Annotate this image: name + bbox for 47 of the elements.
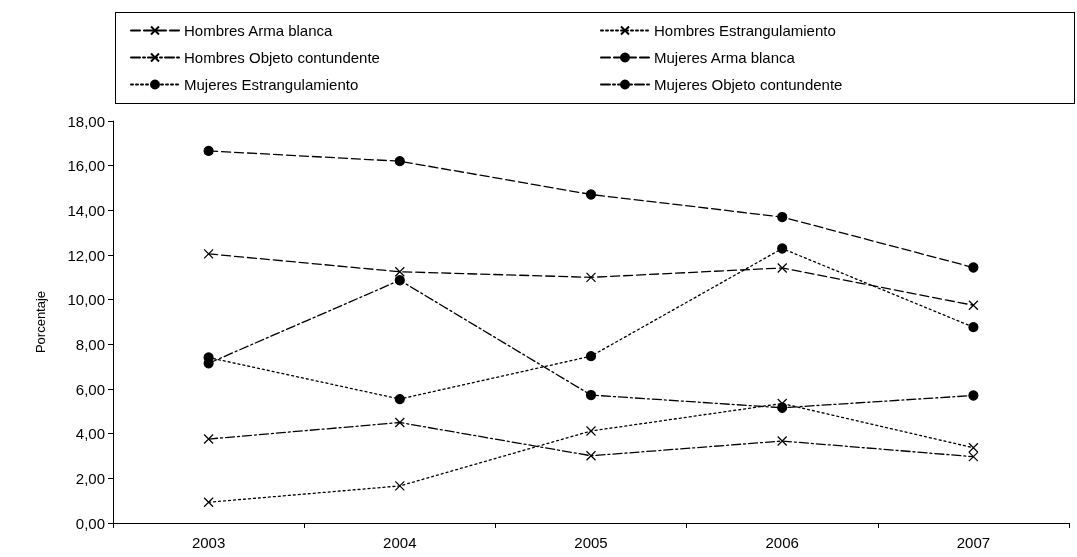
x-tick-label: 2004: [383, 534, 417, 551]
legend-label: Mujeres Estrangulamiento: [184, 76, 359, 93]
point: [394, 156, 405, 167]
legend-label: Hombres Objeto contundente: [184, 49, 380, 66]
point: [585, 189, 597, 200]
point: [777, 402, 788, 413]
point: [394, 480, 405, 492]
x-tick-label: 2005: [574, 534, 608, 551]
point: [585, 351, 597, 362]
y-tick-label: 14,00: [67, 201, 105, 219]
point: [203, 248, 214, 259]
point: [394, 275, 405, 286]
point: [968, 262, 979, 273]
point: [777, 435, 788, 447]
x-tick-label: 2006: [765, 534, 799, 551]
y-tick-label: 16,00: [67, 157, 105, 175]
point: [585, 450, 597, 461]
point: [777, 262, 788, 274]
legend-label: Mujeres Arma blanca: [654, 49, 796, 66]
y-tick-label: 18,00: [67, 112, 105, 130]
legend-label: Hombres Arma blanca: [184, 22, 334, 39]
point: [203, 433, 214, 445]
y-tick-label: 2,00: [75, 469, 105, 487]
point: [777, 211, 788, 223]
point: [394, 266, 405, 277]
y-axis-title: Porcentaje: [33, 290, 48, 354]
point: [777, 243, 788, 254]
point: [203, 145, 214, 157]
legend-label: Hombres Estrangulamiento: [654, 22, 836, 39]
point: [203, 497, 214, 508]
point: [585, 389, 597, 401]
y-tick-label: 8,00: [75, 335, 105, 353]
point: [968, 300, 979, 311]
legend-label: Mujeres Objeto contundente: [654, 76, 843, 93]
y-tick-label: 6,00: [75, 380, 105, 398]
point: [968, 390, 979, 401]
y-tick-label: 10,00: [67, 291, 105, 309]
point: [394, 417, 405, 428]
y-tick-label: 12,00: [67, 246, 105, 264]
point: [585, 425, 597, 437]
x-tick-label: 2007: [956, 534, 991, 551]
y-tick-label: 4,00: [75, 425, 105, 443]
point: [585, 272, 597, 283]
x-tick-label: 2003: [191, 534, 226, 551]
y-tick-label: 0,00: [75, 514, 105, 532]
point: [394, 393, 405, 405]
point: [968, 322, 979, 333]
